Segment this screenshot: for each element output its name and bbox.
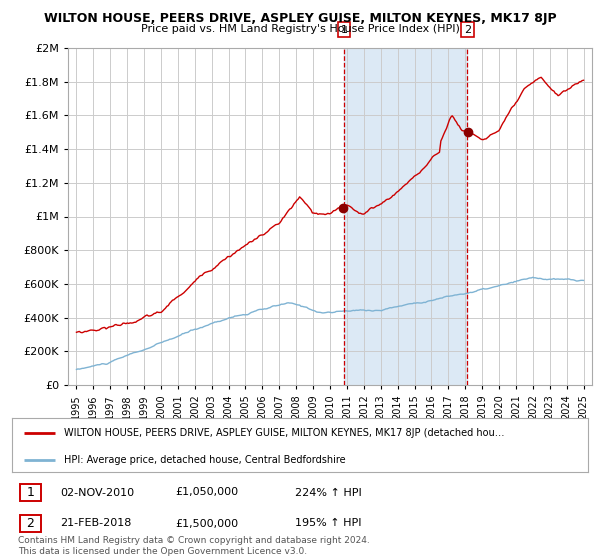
FancyBboxPatch shape — [20, 484, 41, 501]
Text: HPI: Average price, detached house, Central Bedfordshire: HPI: Average price, detached house, Cent… — [64, 455, 346, 465]
Text: 2: 2 — [464, 25, 471, 35]
Bar — [344, 48, 467, 385]
Text: 02-NOV-2010: 02-NOV-2010 — [60, 488, 134, 497]
Text: 1: 1 — [341, 25, 347, 35]
Text: 1: 1 — [26, 486, 34, 499]
Text: WILTON HOUSE, PEERS DRIVE, ASPLEY GUISE, MILTON KEYNES, MK17 8JP: WILTON HOUSE, PEERS DRIVE, ASPLEY GUISE,… — [44, 12, 556, 25]
Text: Price paid vs. HM Land Registry's House Price Index (HPI): Price paid vs. HM Land Registry's House … — [140, 24, 460, 34]
Text: Contains HM Land Registry data © Crown copyright and database right 2024.
This d: Contains HM Land Registry data © Crown c… — [18, 536, 370, 556]
Text: 195% ↑ HPI: 195% ↑ HPI — [295, 519, 362, 529]
Text: WILTON HOUSE, PEERS DRIVE, ASPLEY GUISE, MILTON KEYNES, MK17 8JP (detached hou…: WILTON HOUSE, PEERS DRIVE, ASPLEY GUISE,… — [64, 428, 505, 438]
Text: £1,500,000: £1,500,000 — [175, 519, 238, 529]
Text: 21-FEB-2018: 21-FEB-2018 — [60, 519, 131, 529]
FancyBboxPatch shape — [20, 515, 41, 532]
Text: 224% ↑ HPI: 224% ↑ HPI — [295, 488, 362, 497]
Text: £1,050,000: £1,050,000 — [175, 488, 238, 497]
Text: 2: 2 — [26, 517, 34, 530]
